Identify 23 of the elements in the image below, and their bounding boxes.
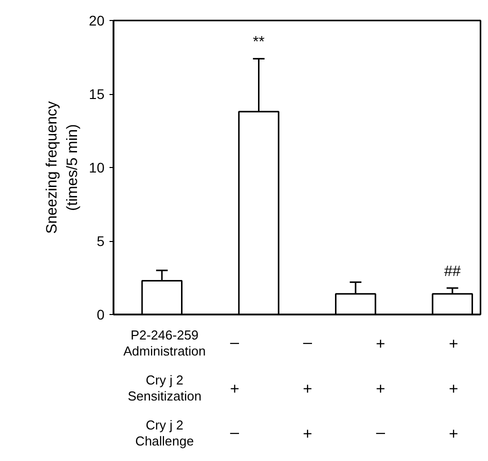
text: Cry j 2 Sensitization [128, 372, 202, 404]
y-tick-label: 0 [96, 306, 105, 322]
text: – [303, 334, 312, 352]
y-tick-label: 20 [88, 12, 105, 28]
text: – [376, 424, 386, 442]
y-tick-label: 5 [96, 233, 105, 249]
text: + [376, 336, 386, 353]
text: + [448, 336, 458, 353]
text: + [448, 381, 458, 398]
y-tick-label: 10 [88, 160, 105, 176]
annotation: ** [252, 34, 265, 51]
text: + [302, 426, 312, 443]
annotation: ## [444, 263, 462, 280]
text: – [230, 424, 240, 442]
text: + [230, 381, 240, 398]
text: + [302, 381, 312, 398]
text: Cry j 2 Challenge [135, 418, 194, 448]
y-tick-label: 15 [88, 86, 105, 102]
text: + [376, 381, 386, 398]
y-axis-title: Sneezing frequency (times/5 min) [44, 100, 81, 234]
text: P2-246-259 Administration [123, 328, 206, 358]
text: + [448, 426, 458, 443]
text: – [230, 334, 240, 352]
